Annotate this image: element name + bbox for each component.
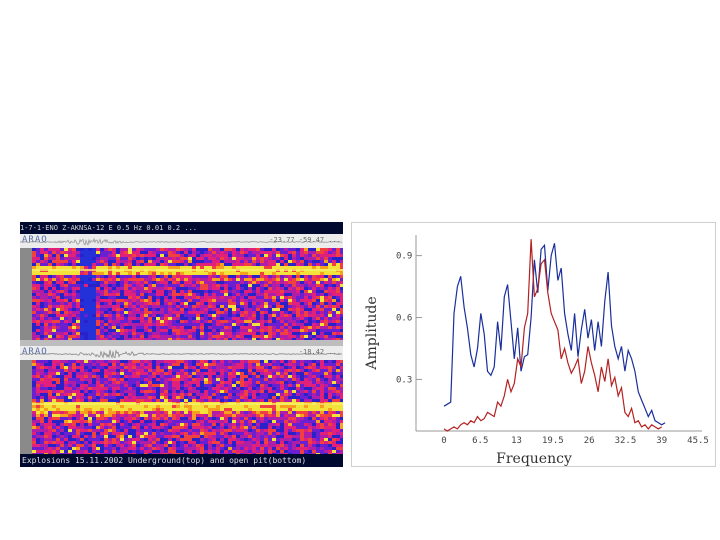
seismogram-trace-top: ARAO -23.77 -59.47 ... [20, 234, 343, 248]
x-tick-label: 45.5 [687, 436, 709, 446]
x-tick-label: 19.5 [542, 436, 564, 446]
seismogram-trace-bottom: ARAO -18.42 ... [20, 346, 343, 360]
series-line-open-pit [443, 239, 663, 432]
spectrogram-header: 1-7-1-ENO Z-AKNSA-12 E 0.5 Hz 0.01 0.2 .… [20, 222, 343, 234]
y-tick-label: 0.3 [396, 375, 412, 385]
x-tick-label: 0 [441, 436, 446, 446]
station-label-top: ARAO [22, 235, 48, 245]
x-tick-label: 13 [511, 436, 522, 446]
x-tick-label: 26 [584, 436, 595, 446]
amplitude-chart: 0.3 0.6 0.9 0 6.5 13 19.5 26 32.5 39 45.5 Amplitu… [351, 222, 716, 467]
spectrogram-figure: 1-7-1-ENO Z-AKNSA-12 E 0.5 Hz 0.01 0.2 .… [20, 222, 343, 467]
freq-axis-bottom [20, 360, 32, 454]
spectrogram-caption: Explosions 15.11.2002 Underground(top) a… [20, 454, 343, 467]
station-coords-top: -23.77 -59.47 ... [269, 236, 341, 244]
series-line-underground [443, 243, 666, 426]
x-tick-label: 6.5 [472, 436, 488, 446]
waveform-top [20, 237, 343, 246]
spectrogram-bottom [32, 360, 343, 454]
station-coords-bottom: -18.42 ... [298, 348, 341, 356]
y-tick-label: 0.6 [396, 314, 412, 324]
x-tick-label: 32.5 [615, 436, 637, 446]
waveform-bottom [20, 349, 343, 359]
x-axis-title: Frequency [496, 451, 572, 467]
x-tick-label: 39 [656, 436, 667, 446]
station-label-bottom: ARAO [22, 347, 48, 357]
freq-axis-top [20, 248, 32, 340]
spectrogram-top [32, 248, 343, 340]
amplitude-chart-svg: 0.3 0.6 0.9 0 6.5 13 19.5 26 32.5 39 45.5 Amplitu… [364, 235, 709, 467]
y-tick-label: 0.9 [396, 252, 412, 262]
y-axis-title: Amplitude [364, 296, 380, 370]
